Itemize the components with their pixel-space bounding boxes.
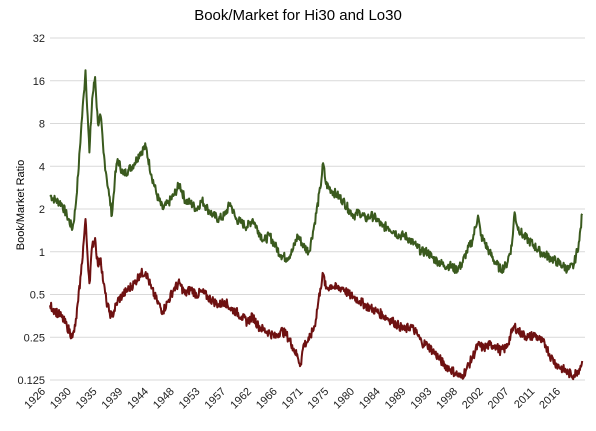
y-tick-label: 16 [33,76,45,88]
y-axis-label: Book/Market Ratio [15,160,27,250]
x-tick-label: 1993 [409,386,435,412]
y-tick-label: 4 [39,161,45,173]
y-tick-label: 0.25 [24,332,45,344]
series-line-lower [49,218,584,381]
y-tick-label: 1 [39,247,45,259]
x-tick-label: 2007 [486,386,512,412]
y-tick-label: 8 [39,119,45,131]
x-tick-label: 1957 [203,386,229,412]
x-tick-label: 1926 [22,386,48,412]
x-tick-label: 1939 [100,386,126,412]
chart-title: Book/Market for Hi30 and Lo30 [194,7,402,24]
x-tick-label: 1984 [357,386,383,412]
series-line-upper [49,69,584,274]
y-tick-label: 0.5 [30,290,45,302]
x-tick-label: 2011 [512,386,537,411]
x-tick-label: 1975 [306,386,332,412]
y-tick-label: 0.125 [17,375,45,387]
x-tick-label: 1980 [331,386,357,412]
x-tick-label: 1971 [280,386,306,412]
x-tick-label: 1930 [48,386,74,412]
y-tick-labels: 32 16 8 4 2 1 0.5 0.25 0.125 [17,33,45,387]
x-tick-label: 2002 [460,386,486,412]
x-tick-labels: 1926 1930 1935 1939 1944 1948 1953 1957 1962 1966… [22,386,563,412]
x-tick-label: 1944 [125,386,151,412]
x-tick-label: 1966 [254,386,280,412]
series-lines [49,69,584,381]
x-tick-label: 1962 [228,386,254,412]
x-tick-label: 1989 [383,386,409,412]
x-tick-label: 1953 [177,386,203,412]
y-tick-label: 2 [39,204,45,216]
y-tick-label: 32 [33,33,45,45]
x-tick-label: 2016 [537,386,563,412]
x-tick-label: 1948 [151,386,177,412]
x-tick-label: 1935 [74,386,100,412]
x-tick-label: 1998 [434,386,460,412]
